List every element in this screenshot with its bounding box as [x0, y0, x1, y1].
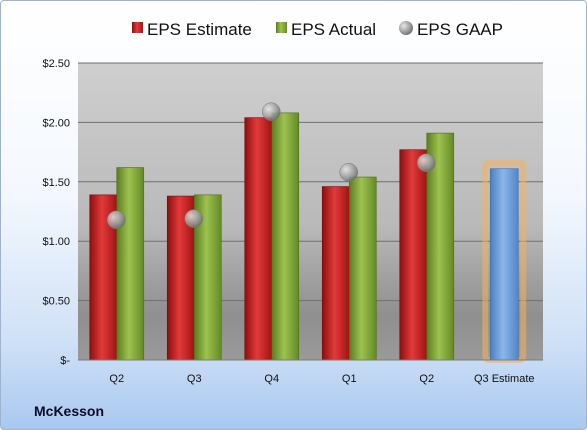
legend-swatch-actual: [276, 22, 287, 33]
point-eps-gaap: [262, 102, 281, 121]
legend-label-gaap: EPS GAAP: [417, 20, 503, 39]
point-eps-gaap: [107, 210, 126, 230]
point-eps-gaap: [339, 163, 358, 182]
bar-eps-actual: [426, 132, 455, 361]
y-tick-label: $1.50: [42, 177, 70, 189]
gaap-points: [107, 102, 436, 230]
legend-swatch-estimate: [132, 22, 143, 33]
legend-swatch-gaap: [399, 21, 413, 35]
legend: EPS Estimate EPS Actual EPS GAAP: [132, 20, 503, 39]
plot-area: [78, 63, 543, 360]
y-tick-label: $2.50: [42, 58, 70, 70]
y-tick-label: $0.50: [42, 296, 70, 308]
point-eps-gaap: [184, 209, 203, 228]
legend-label-actual: EPS Actual: [291, 20, 376, 39]
bars: [89, 112, 527, 363]
x-tick-label: Q2: [419, 373, 434, 385]
bar-eps-forecast: [489, 168, 519, 361]
y-tick-label: $-: [60, 355, 70, 367]
y-axis-ticks: $2.50 $2.00 $1.50 $1.00 $0.50 $-: [42, 58, 70, 367]
legend-label-estimate: EPS Estimate: [147, 20, 252, 39]
bar-eps-estimate: [399, 149, 428, 361]
x-tick-label: Q4: [264, 373, 279, 385]
x-axis-ticks: Q2 Q3 Q4 Q1 Q2 Q3 Estimate: [109, 373, 534, 385]
x-tick-label: Q3: [187, 373, 202, 385]
bar-eps-actual: [348, 176, 377, 361]
point-eps-gaap: [417, 153, 436, 173]
x-tick-label: Q3 Estimate: [474, 373, 535, 385]
bar-eps-estimate: [321, 186, 350, 361]
bar-eps-estimate: [244, 117, 273, 361]
bar-eps-actual: [271, 112, 300, 361]
y-tick-label: $1.00: [42, 236, 70, 248]
x-tick-label: Q2: [109, 373, 124, 385]
bar-eps-actual: [116, 167, 145, 361]
x-tick-label: Q1: [342, 373, 357, 385]
y-tick-label: $2.00: [42, 117, 70, 129]
company-name: McKesson: [34, 403, 105, 419]
gridlines: [78, 62, 543, 302]
